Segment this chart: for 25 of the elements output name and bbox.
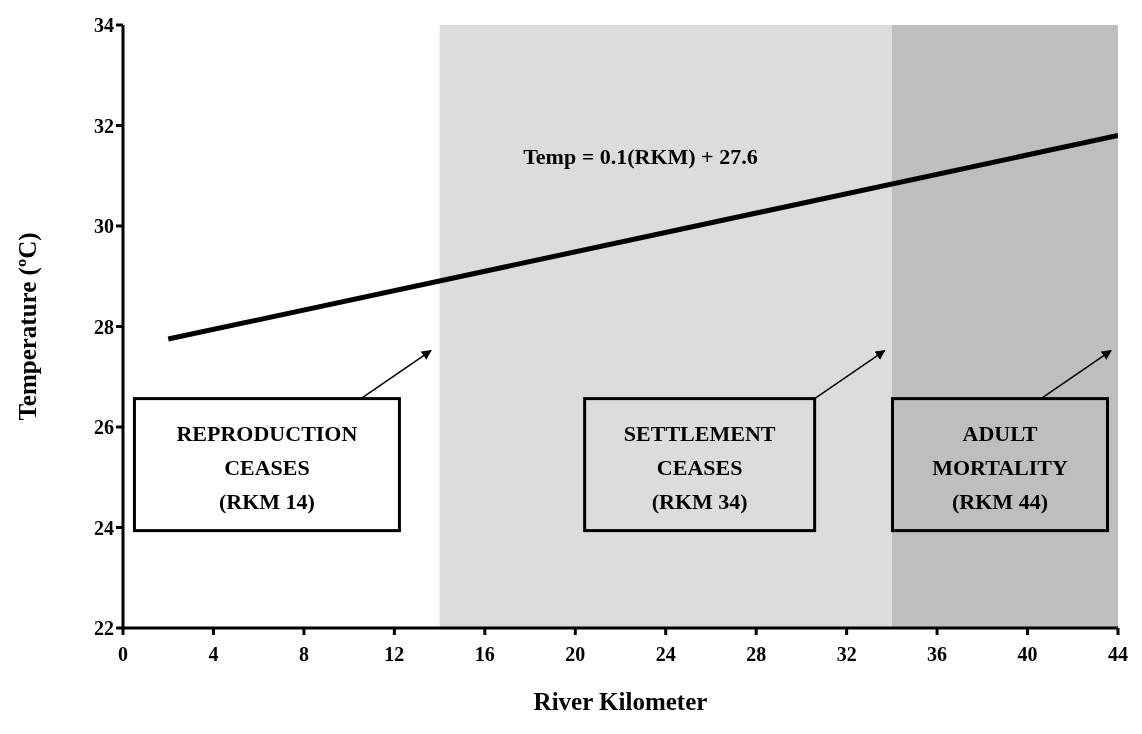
y-tick-label: 26 [94,416,114,439]
annotation: REPRODUCTION CEASES (RKM 14) [176,420,358,514]
annotation: ADULT MORTALITY (RKM 44) [932,420,1068,514]
x-tick-label: 44 [1108,643,1128,666]
x-tick-label: 4 [208,643,219,666]
y-tick-label: 34 [94,14,114,37]
y-axis-title: Temperature (ºC) [13,232,42,421]
x-tick-label: 24 [655,643,676,666]
x-tick-label: 32 [836,643,857,666]
y-tick-label: 30 [94,215,114,238]
x-tick-label: 8 [298,643,309,666]
x-axis-title: River Kilometer [533,688,708,715]
annotation: SETTLEMENT CEASES (RKM 34) [623,420,776,514]
x-tick-label: 12 [384,643,405,666]
x-tick-label: 36 [927,643,948,666]
y-tick-label: 22 [94,617,114,640]
y-tick-label: 24 [94,516,114,539]
x-tick-label: 16 [474,643,495,666]
x-tick-label: 0 [118,643,128,666]
x-tick-label: 28 [746,643,767,666]
y-tick-label: 32 [94,114,114,137]
annotation: Temp = 0.1(RKM) + 27.6 [523,143,758,169]
y-tick-label: 28 [94,315,114,338]
x-tick-label: 40 [1017,643,1038,666]
x-tick-label: 20 [565,643,586,666]
